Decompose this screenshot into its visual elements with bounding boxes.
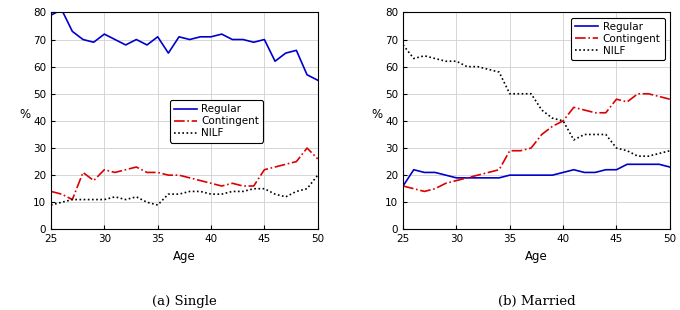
Y-axis label: %: % bbox=[19, 108, 30, 121]
Text: (a) Single: (a) Single bbox=[152, 294, 217, 308]
Text: (b) Married: (b) Married bbox=[498, 294, 575, 308]
Legend: Regular, Contingent, NILF: Regular, Contingent, NILF bbox=[571, 18, 664, 60]
X-axis label: Age: Age bbox=[173, 250, 196, 263]
Legend: Regular, Contingent, NILF: Regular, Contingent, NILF bbox=[170, 100, 263, 143]
X-axis label: Age: Age bbox=[525, 250, 548, 263]
Y-axis label: %: % bbox=[371, 108, 382, 121]
